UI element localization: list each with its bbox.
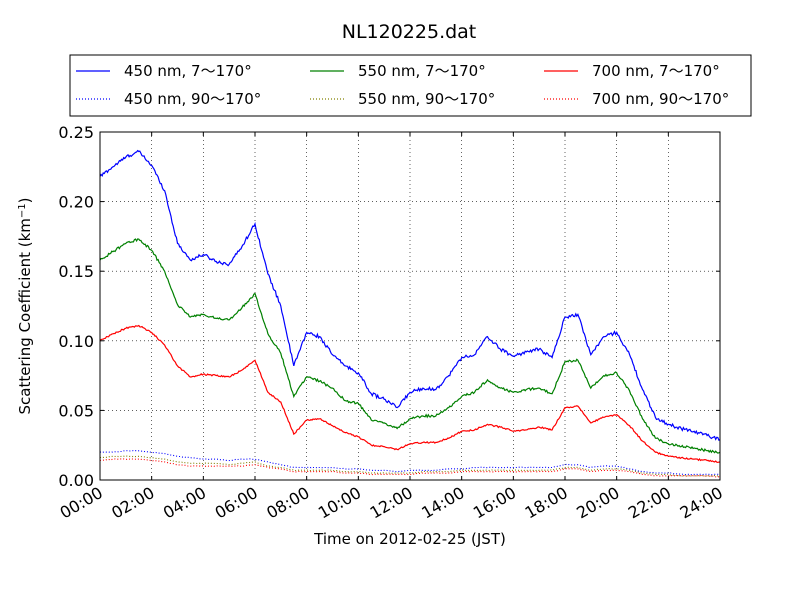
series-line-5 bbox=[99, 458, 721, 478]
y-tick-label-2: 0.10 bbox=[58, 332, 94, 351]
y-axis-label: Scattering Coefficient (km−1) bbox=[16, 197, 34, 414]
x-axis-label: Time on 2012-02-25 (JST) bbox=[313, 530, 506, 548]
series-line-4 bbox=[99, 455, 721, 477]
legend-label-1: 550 nm, 7～170° bbox=[358, 62, 486, 80]
series-line-1 bbox=[99, 238, 721, 454]
series-line-2 bbox=[99, 324, 721, 464]
legend-label-3: 450 nm, 90～170° bbox=[124, 90, 261, 108]
series-line-3 bbox=[99, 449, 721, 476]
legend: 450 nm, 7～170° 550 nm, 7～170° 700 nm, 7～17… bbox=[69, 54, 752, 117]
y-axis-tick-labels: 0.00 0.05 0.10 0.15 0.20 0.25 bbox=[58, 123, 94, 490]
legend-label-0: 450 nm, 7～170° bbox=[124, 62, 252, 80]
grid bbox=[100, 132, 720, 480]
y-axis-label-close: ) bbox=[16, 197, 34, 203]
chart-title: NL120225.dat bbox=[342, 21, 477, 43]
axis-ticks bbox=[99, 131, 721, 481]
y-tick-label-4: 0.20 bbox=[58, 193, 94, 212]
y-axis-label-exponent: −1 bbox=[17, 203, 28, 218]
legend-label-5: 700 nm, 90～170° bbox=[592, 90, 729, 108]
y-tick-label-3: 0.15 bbox=[58, 262, 94, 281]
y-tick-label-5: 0.25 bbox=[58, 123, 94, 142]
y-tick-label-1: 0.05 bbox=[58, 401, 94, 420]
y-axis-label-main: Scattering Coefficient (km bbox=[16, 218, 34, 414]
legend-box bbox=[69, 54, 752, 117]
y-tick-label-0: 0.00 bbox=[58, 471, 94, 490]
series-line-0 bbox=[99, 149, 721, 442]
legend-label-4: 550 nm, 90～170° bbox=[358, 90, 495, 108]
series-lines bbox=[99, 149, 721, 478]
legend-label-2: 700 nm, 7～170° bbox=[592, 62, 720, 80]
